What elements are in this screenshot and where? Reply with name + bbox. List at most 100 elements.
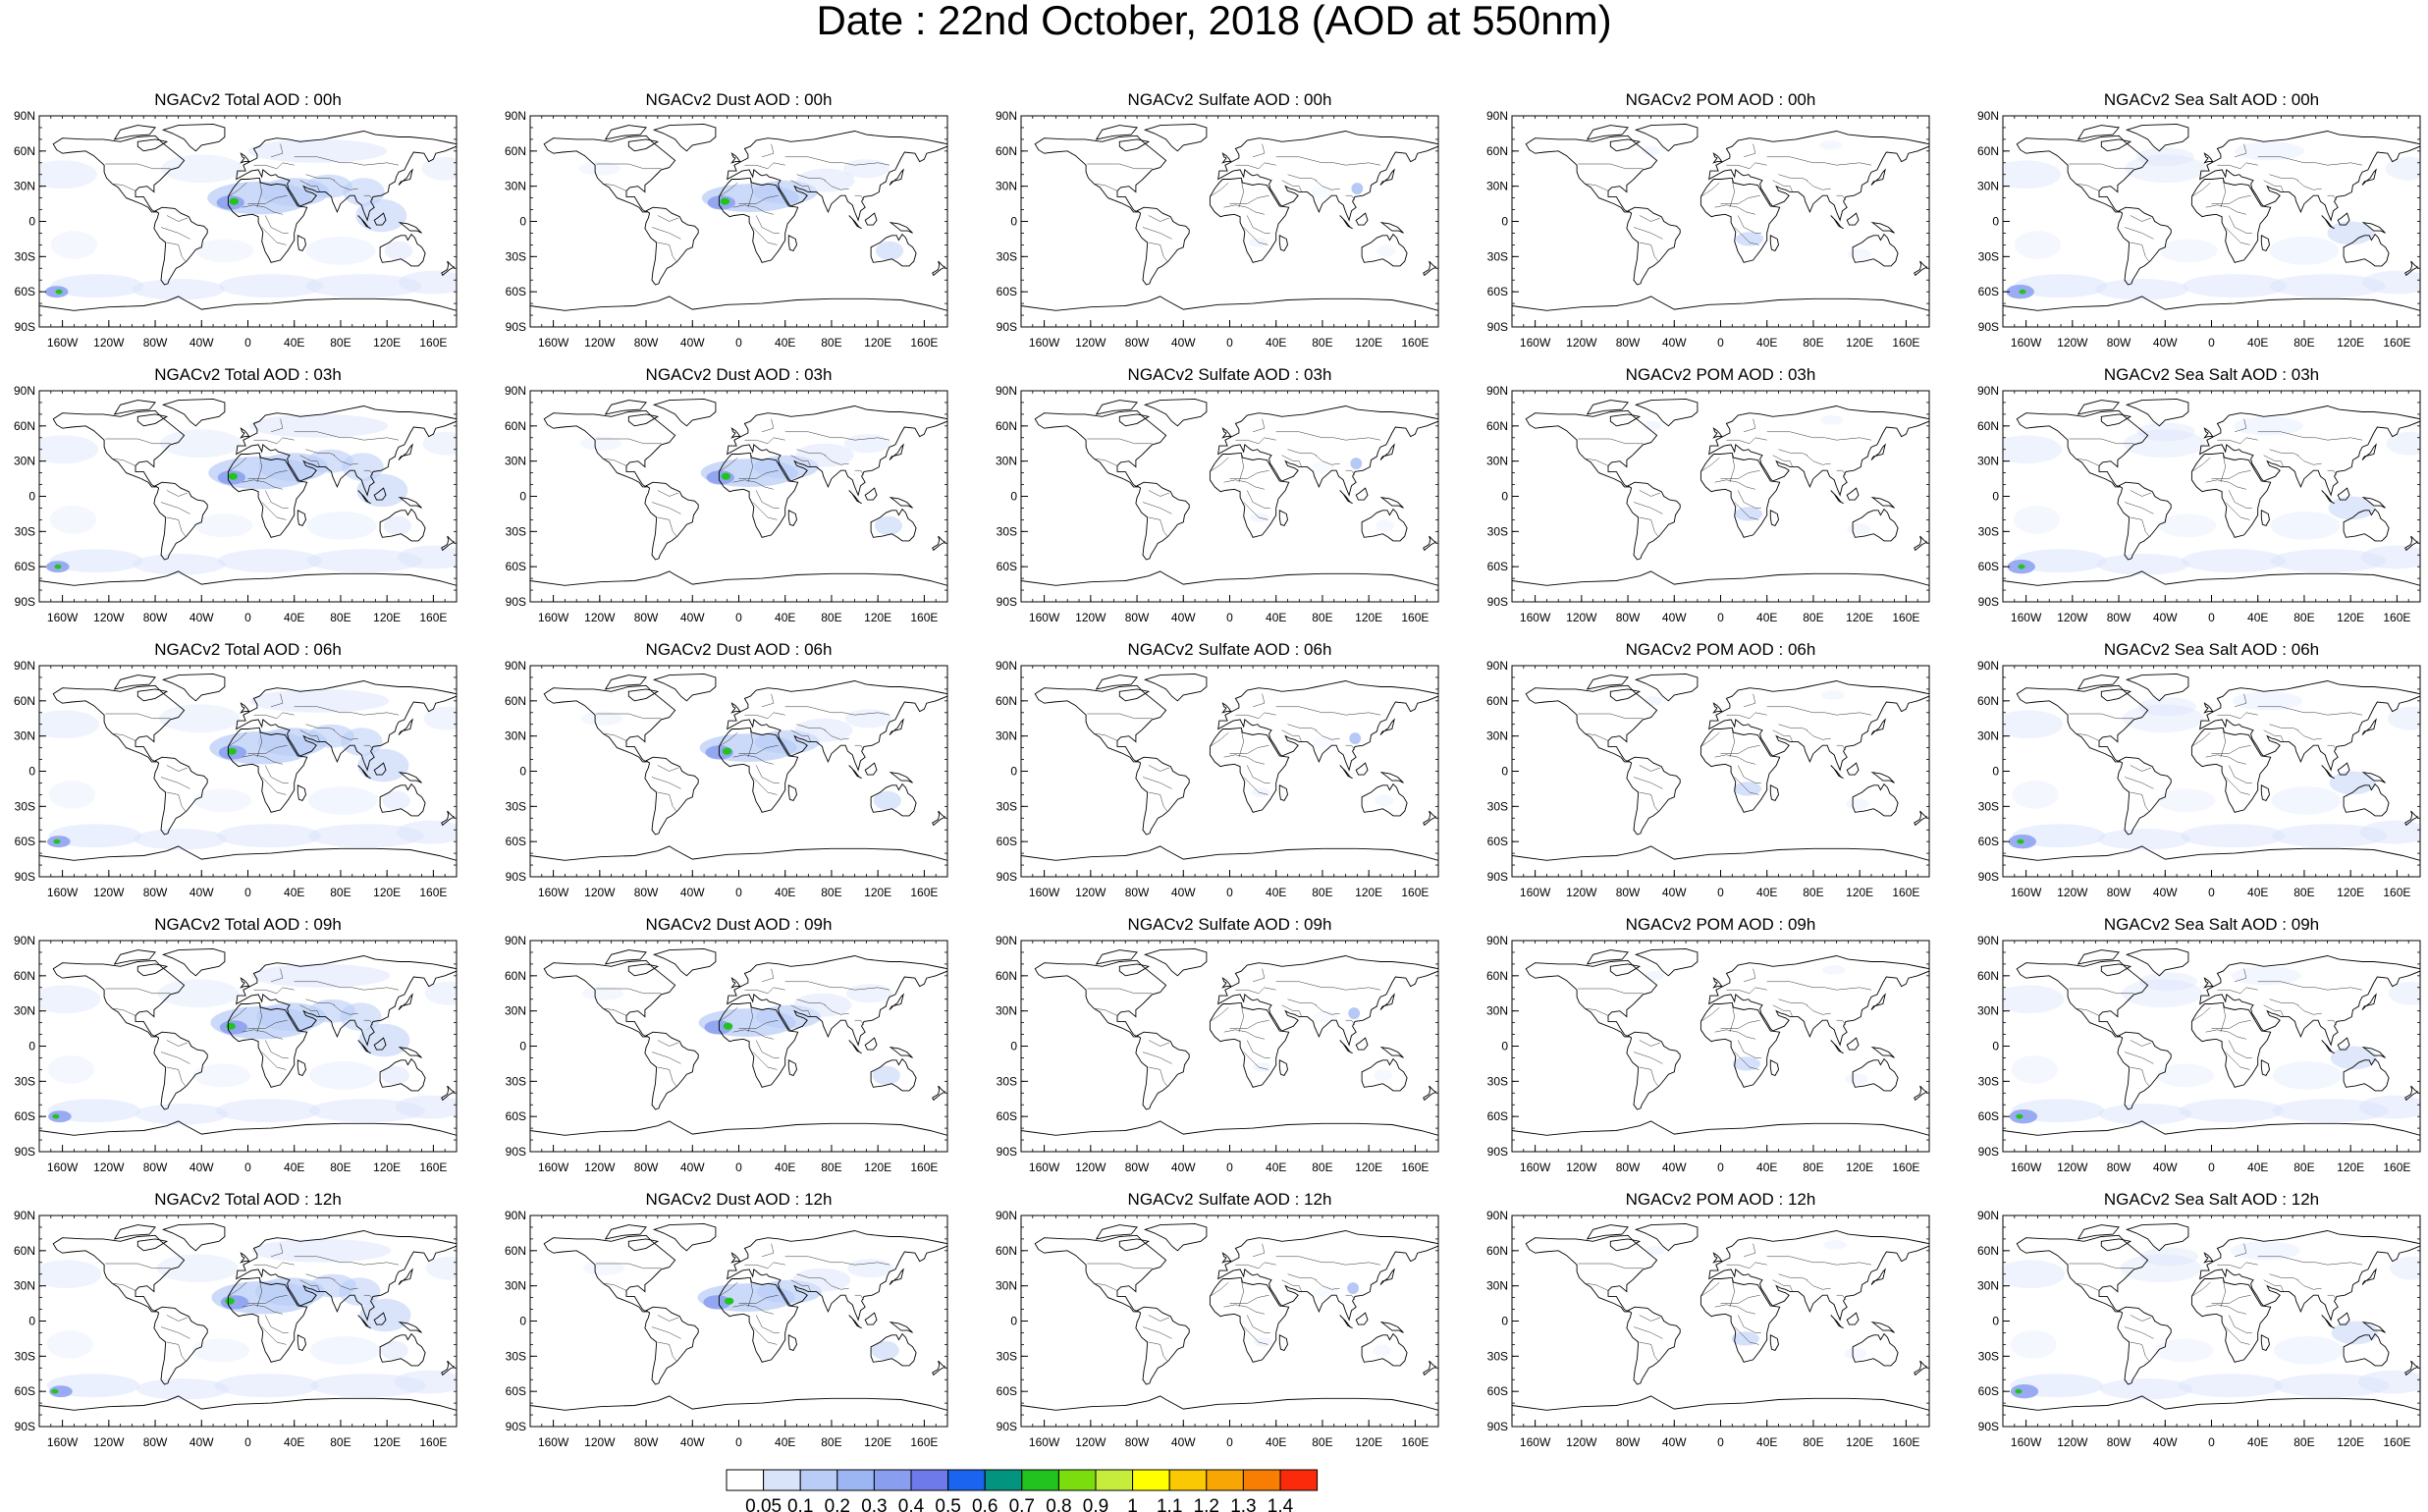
country-border — [596, 1263, 662, 1269]
lat-tick-label: 60N — [1977, 969, 1999, 983]
coastline — [1870, 772, 1895, 783]
country-border — [1094, 1283, 1118, 1291]
coastline — [848, 215, 862, 230]
lat-tick-label: 90S — [997, 595, 1017, 609]
aod-contour — [1733, 782, 1762, 796]
aod-contour — [2235, 141, 2304, 161]
coastline — [357, 1040, 371, 1054]
lon-tick-label: 160W — [47, 336, 79, 350]
colorbar-label: 0.4 — [898, 1496, 925, 1512]
aod-contour — [46, 1330, 93, 1359]
country-border — [732, 754, 774, 765]
lon-tick-label: 160E — [419, 611, 447, 624]
panel-title: NGACv2 Sulfate AOD : 00h — [1127, 90, 1332, 109]
country-border — [1223, 1029, 1265, 1040]
map-canvas: 160W 120W 80W 40W 0 40E 80E 120E 160E90N60N30N03… — [996, 109, 1439, 350]
map-panel-sulfate-09h: NGACv2 Sulfate AOD : 09h 160W 120W 80W 40W 0 4… — [996, 913, 1497, 1193]
coastline — [2117, 1031, 2172, 1110]
lat-tick-label: 30N — [1977, 1004, 1999, 1018]
coastline — [652, 673, 717, 702]
lon-tick-label: 40W — [2153, 336, 2178, 350]
coastline — [373, 212, 387, 226]
lat-tick-label: 30N — [505, 1279, 526, 1293]
coastline — [1379, 772, 1404, 783]
map-panel-pom-09h: NGACv2 POM AOD : 09h 160W 120W 80W 40W 0 40E 80… — [1486, 913, 1988, 1193]
coastline — [718, 727, 799, 813]
country-border — [271, 968, 284, 983]
country-border — [1275, 981, 1381, 991]
coastline — [1700, 1001, 1781, 1088]
lat-tick-label: 30S — [506, 249, 526, 263]
coastline — [1712, 427, 1723, 439]
coastline — [2190, 177, 2272, 263]
coastline — [1135, 1031, 1190, 1110]
lon-tick-label: 160E — [2383, 1161, 2410, 1174]
aod-contour — [2269, 274, 2386, 298]
coastline — [297, 784, 306, 801]
coastline — [1846, 212, 1860, 226]
lon-tick-label: 120E — [2337, 1435, 2364, 1449]
country-border — [2296, 1279, 2322, 1290]
lat-tick-label: 60S — [506, 1109, 526, 1123]
lat-tick-label: 60N — [14, 419, 35, 433]
lon-tick-label: 0 — [1226, 611, 1233, 624]
country-border — [651, 227, 681, 240]
panel-title: NGACv2 Sea Salt AOD : 06h — [2103, 640, 2320, 659]
panel-title: NGACv2 Sulfate AOD : 03h — [1127, 365, 1332, 384]
country-border — [824, 1279, 849, 1290]
coastline — [932, 1085, 946, 1102]
map-panel-total-09h: NGACv2 Total AOD : 09h 160W 120W 80W 40W 0 40E… — [14, 913, 515, 1193]
lon-tick-label: 120E — [373, 336, 401, 350]
coastline — [1769, 1059, 1779, 1076]
lon-tick-label: 80W — [1125, 1161, 1150, 1174]
lon-tick-label: 120W — [93, 1435, 125, 1449]
lat-tick-label: 90S — [997, 1420, 1017, 1433]
country-border — [271, 418, 284, 433]
country-border — [1714, 754, 1755, 765]
coastline — [1846, 1037, 1860, 1051]
country-border — [657, 242, 676, 262]
coastline — [2337, 1037, 2350, 1051]
country-border — [256, 729, 262, 758]
lon-tick-label: 40E — [775, 1161, 795, 1174]
country-border — [1243, 1052, 1268, 1070]
lon-tick-label: 160E — [910, 1161, 938, 1174]
aod-contour — [2017, 838, 2024, 844]
coastline — [1846, 1312, 1860, 1325]
coastline — [1708, 131, 1929, 222]
lon-tick-label: 0 — [244, 1161, 251, 1174]
lat-tick-label: 90N — [996, 659, 1017, 673]
aod-contour — [1731, 1331, 1759, 1346]
country-border — [242, 754, 283, 765]
coastline — [240, 427, 250, 439]
panel-title: NGACv2 Dust AOD : 09h — [645, 915, 833, 934]
coastline — [787, 510, 797, 526]
coastline — [1021, 1120, 1438, 1152]
coastline — [2125, 947, 2189, 977]
country-border — [738, 1019, 779, 1029]
aod-contour — [49, 549, 143, 573]
country-border — [657, 1040, 679, 1047]
coastline — [1379, 1268, 1395, 1285]
lon-tick-label: 160E — [1401, 611, 1429, 624]
coastline — [2199, 955, 2420, 1047]
country-border — [264, 1040, 289, 1058]
lon-tick-label: 80E — [330, 611, 351, 624]
country-border — [1148, 791, 1167, 812]
country-border — [261, 777, 287, 795]
aod-contour — [580, 711, 623, 726]
figure-title: Date : 22nd October, 2018 (AOD at 550nm) — [816, 0, 1612, 43]
aod-contour — [229, 197, 240, 205]
coastline — [2260, 510, 2270, 526]
aod-contour — [845, 984, 893, 1003]
lon-tick-label: 40E — [1756, 886, 1777, 899]
aod-contour — [381, 1065, 409, 1085]
lat-tick-label: 30S — [506, 1074, 526, 1088]
coastline — [2077, 949, 2120, 965]
lon-tick-label: 0 — [735, 336, 742, 350]
coastlines — [39, 947, 457, 1152]
coastline — [1355, 762, 1369, 776]
coastline — [1361, 1332, 1408, 1367]
coastline — [718, 177, 799, 263]
aod-contour — [247, 138, 388, 163]
